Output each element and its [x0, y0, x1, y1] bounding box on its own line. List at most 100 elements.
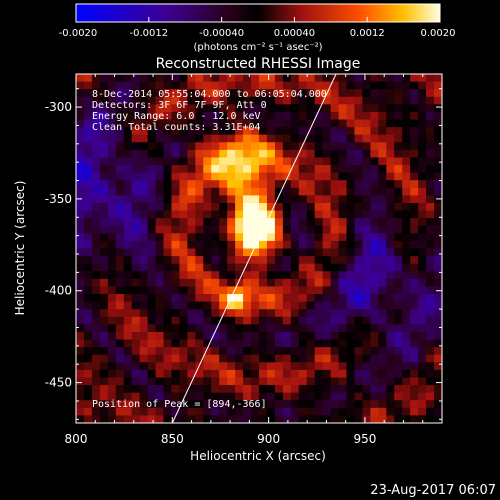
heatmap-cell	[402, 81, 411, 90]
heatmap-cell	[394, 81, 403, 90]
heatmap-cell	[187, 415, 196, 423]
heatmap-cell	[235, 369, 244, 379]
heatmap-cell	[139, 104, 149, 113]
heatmap-cell	[378, 210, 387, 219]
heatmap-cell	[155, 96, 165, 105]
heatmap-cell	[147, 248, 157, 257]
heatmap-cell	[274, 271, 284, 280]
heatmap-cell	[131, 331, 141, 341]
heatmap-cell	[378, 347, 387, 356]
heatmap-cell	[251, 347, 260, 356]
heatmap-cell	[76, 377, 85, 386]
heatmap-cell	[139, 187, 149, 196]
heatmap-cell	[338, 347, 348, 356]
heatmap-cell	[243, 294, 252, 303]
heatmap-cell	[282, 172, 292, 181]
heatmap-cell	[394, 142, 403, 151]
heatmap-cell	[139, 400, 149, 409]
heatmap-cell	[203, 400, 212, 409]
heatmap-cell	[235, 415, 244, 423]
heatmap-cell	[410, 301, 419, 310]
heatmap-cell	[338, 385, 348, 394]
heatmap-cell	[306, 134, 316, 143]
heatmap-cell	[322, 74, 332, 83]
heatmap-cell	[83, 172, 93, 181]
heatmap-cell	[338, 294, 348, 303]
heatmap-cell	[91, 385, 101, 394]
heatmap-cell	[378, 316, 387, 325]
heatmap-cell	[115, 149, 125, 159]
heatmap-cell	[91, 354, 101, 363]
heatmap-cell	[195, 256, 204, 265]
heatmap-cell	[163, 172, 173, 181]
heatmap-cell	[115, 165, 125, 174]
heatmap-cell	[219, 225, 228, 234]
heatmap-cell	[251, 392, 260, 401]
heatmap-cell	[219, 104, 228, 113]
heatmap-cell	[187, 407, 196, 417]
heatmap-cell	[362, 271, 371, 280]
heatmap-cell	[410, 286, 419, 295]
y-tick-label: -300	[45, 100, 72, 114]
heatmap-cell	[195, 369, 204, 379]
heatmap-cell	[179, 210, 188, 219]
heatmap-cell	[306, 415, 316, 423]
heatmap-cell	[211, 202, 220, 212]
heatmap-cell	[386, 218, 395, 227]
heatmap-cell	[378, 369, 387, 379]
heatmap-cell	[131, 111, 141, 121]
heatmap-cell	[243, 339, 252, 348]
heatmap-cell	[394, 104, 403, 113]
heatmap-cell	[298, 309, 308, 318]
heatmap-cell	[314, 104, 324, 113]
heatmap-cell	[274, 134, 284, 143]
heatmap-cell	[386, 149, 395, 159]
heatmap-cell	[314, 362, 324, 371]
heatmap-cell	[354, 210, 364, 219]
heatmap-cell	[378, 172, 387, 181]
heatmap-cell	[203, 233, 212, 242]
heatmap-cell	[227, 415, 236, 423]
heatmap-cell	[410, 210, 419, 219]
heatmap-cell	[259, 400, 268, 409]
heatmap-cell	[259, 149, 268, 159]
heatmap-cell	[219, 256, 228, 265]
heatmap-cell	[227, 111, 236, 121]
heatmap-cell	[83, 233, 93, 242]
heatmap-cell	[99, 278, 109, 288]
heatmap-cell	[155, 172, 165, 181]
heatmap-cell	[227, 81, 236, 90]
heatmap-cell	[306, 74, 316, 83]
heatmap-cell	[282, 134, 292, 143]
heatmap-cell	[346, 187, 356, 196]
heatmap-cell	[298, 339, 308, 348]
heatmap-cell	[219, 187, 228, 196]
heatmap-cell	[251, 225, 260, 234]
heatmap-cell	[99, 149, 109, 159]
heatmap-cell	[115, 96, 125, 105]
heatmap-cell	[410, 233, 419, 242]
heatmap-cell	[378, 165, 387, 174]
heatmap-cell	[203, 286, 212, 295]
heatmap-cell	[434, 172, 442, 181]
heatmap-cell	[282, 202, 292, 212]
heatmap-cell	[107, 256, 117, 265]
heatmap-cell	[99, 339, 109, 348]
heatmap-cell	[107, 407, 117, 417]
heatmap-cell	[418, 233, 427, 242]
heatmap-cell	[330, 210, 340, 219]
heatmap-cell	[410, 248, 419, 257]
heatmap-cell	[259, 89, 268, 98]
heatmap-cell	[203, 377, 212, 386]
heatmap-cell	[330, 316, 340, 325]
heatmap-cell	[91, 195, 101, 204]
heatmap-cell	[434, 331, 442, 341]
heatmap-cell	[211, 377, 220, 386]
heatmap-cell	[107, 415, 117, 423]
heatmap-cell	[99, 362, 109, 371]
heatmap-cell	[235, 316, 244, 325]
heatmap-cell	[115, 415, 125, 423]
heatmap-cell	[115, 324, 125, 333]
heatmap-cell	[386, 347, 395, 356]
heatmap-cell	[179, 362, 188, 371]
